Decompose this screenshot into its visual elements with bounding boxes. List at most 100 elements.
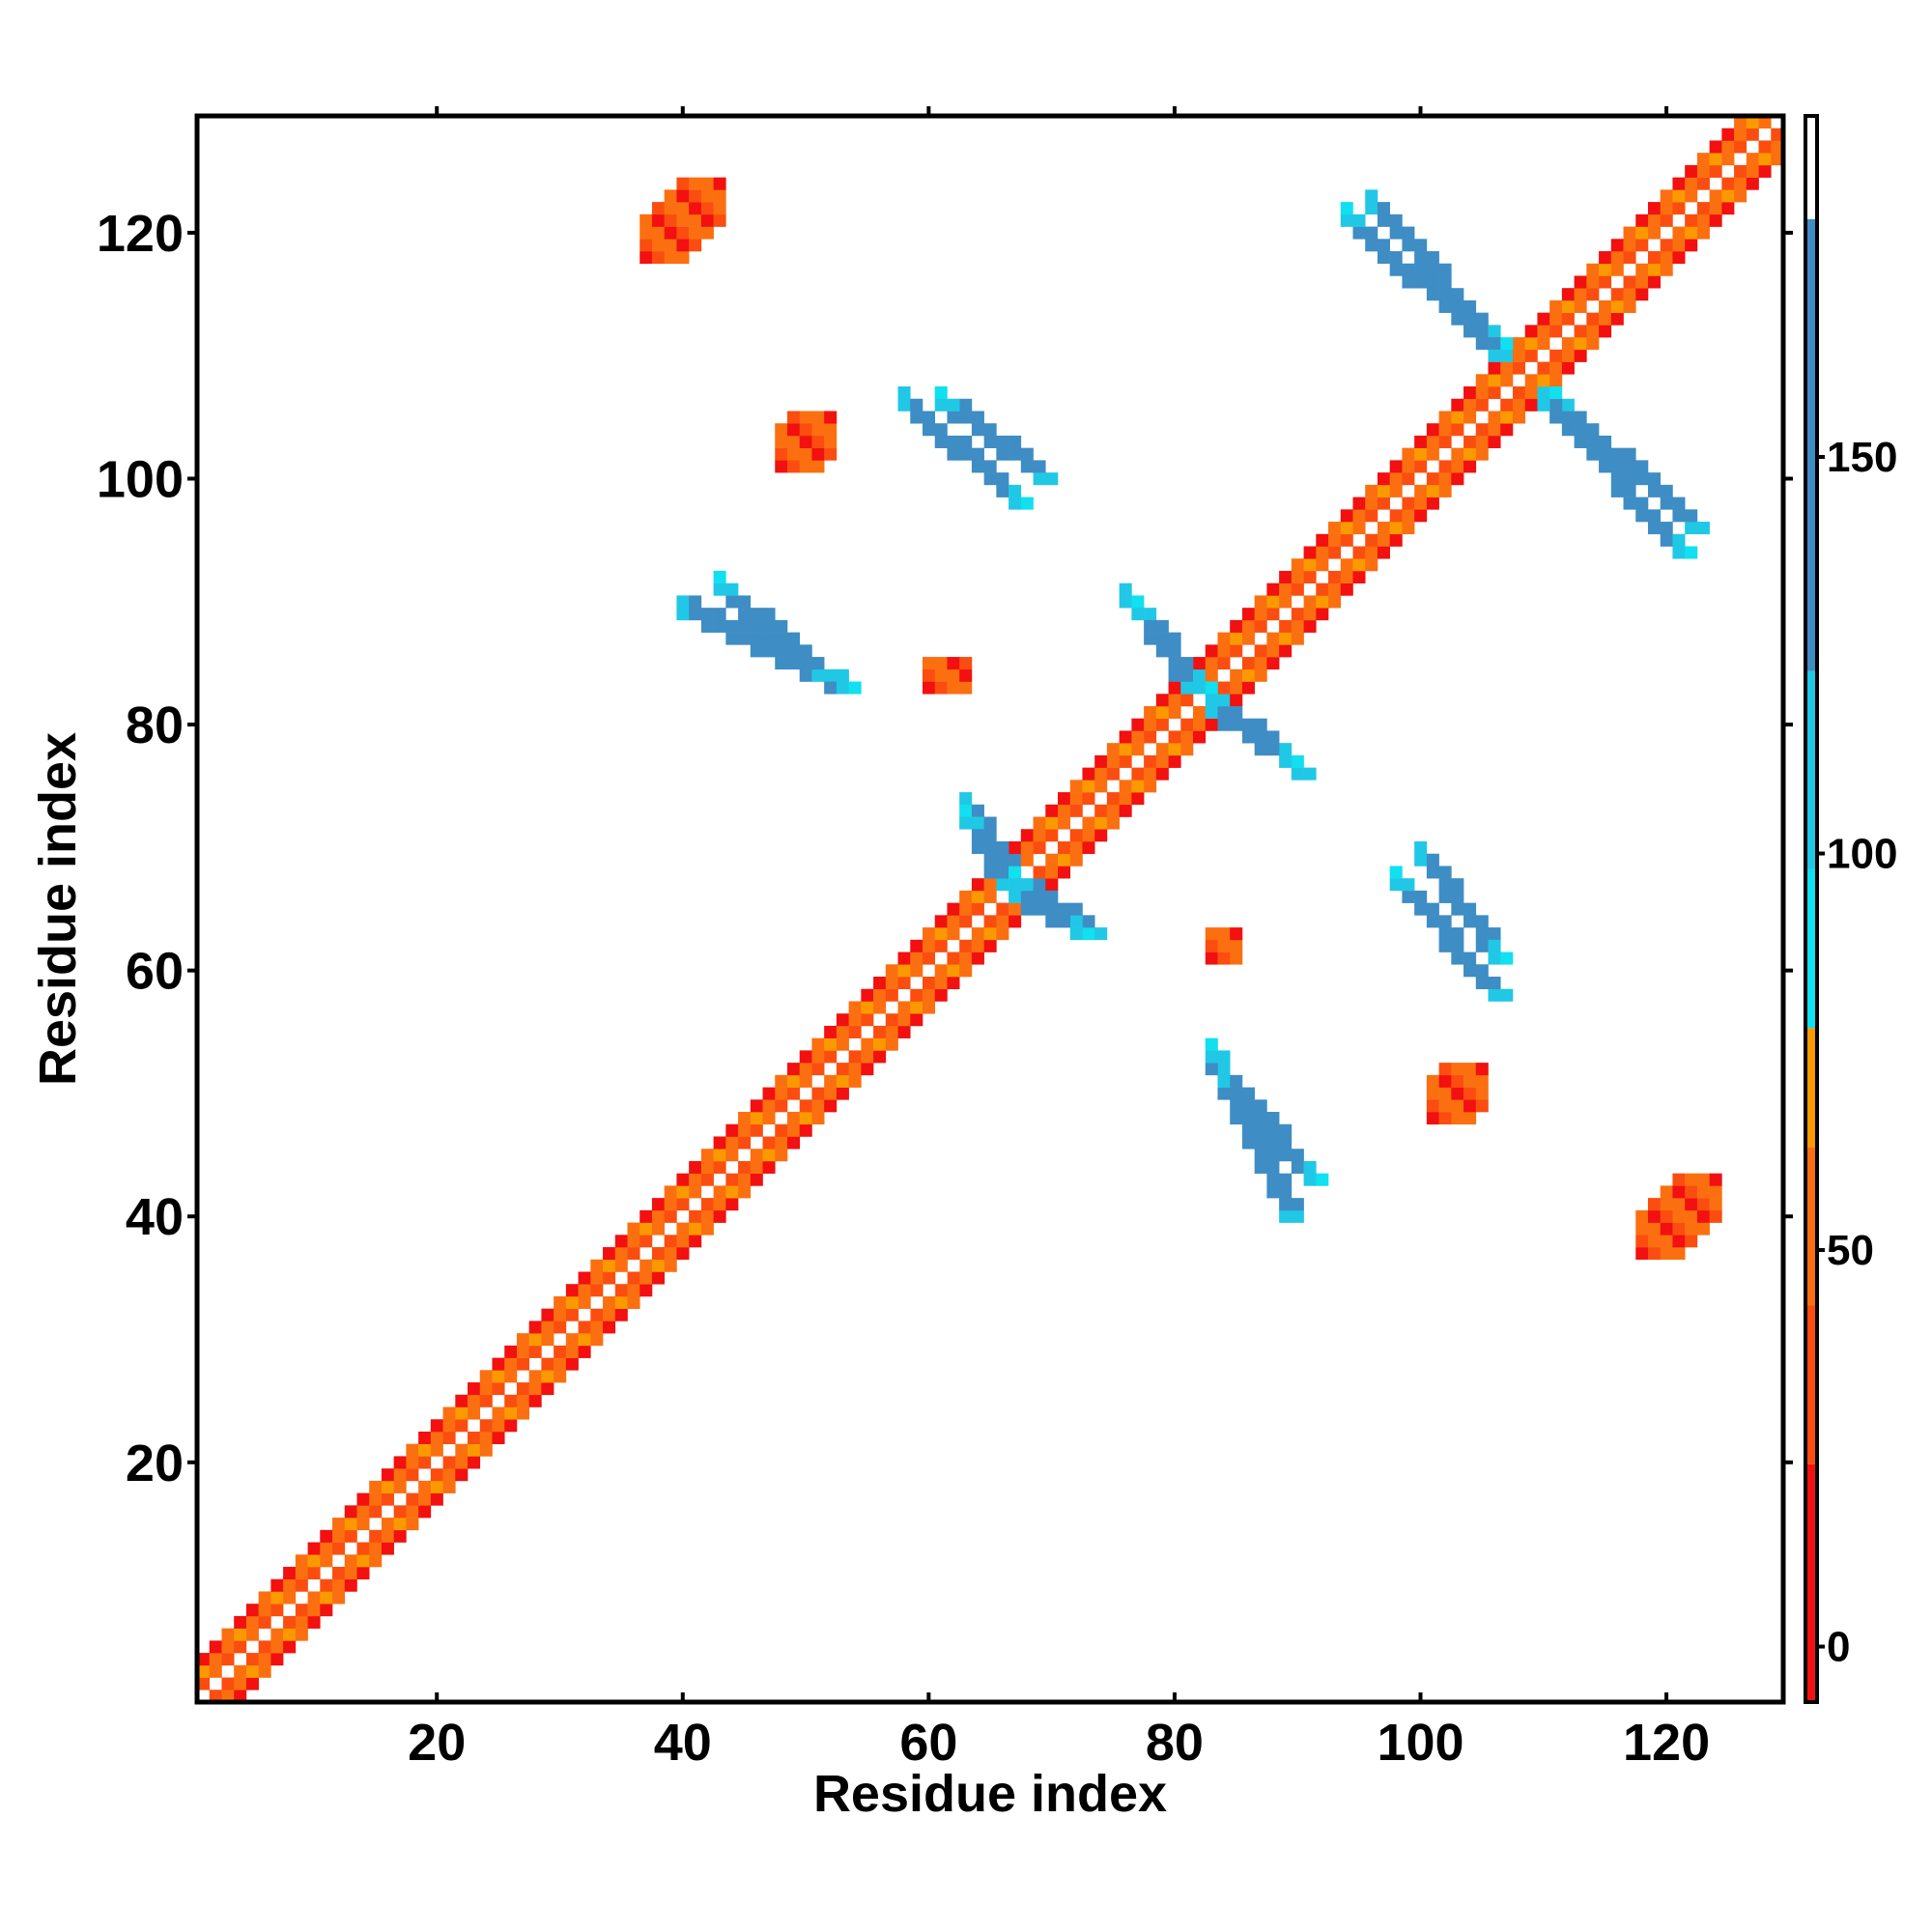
heatmap-cell bbox=[1524, 374, 1538, 387]
heatmap-cell bbox=[1647, 484, 1662, 497]
heatmap-cell bbox=[332, 1542, 346, 1555]
heatmap-cell bbox=[1524, 386, 1538, 400]
heatmap-cell bbox=[1561, 423, 1575, 437]
heatmap-cell bbox=[689, 189, 702, 203]
heatmap-cell bbox=[947, 977, 960, 990]
heatmap-cell bbox=[1672, 1247, 1686, 1261]
heatmap-cell bbox=[959, 890, 973, 903]
heatmap-cell bbox=[676, 1235, 690, 1248]
heatmap-cell bbox=[786, 435, 801, 448]
heatmap-cell bbox=[762, 1087, 776, 1100]
heatmap-cell bbox=[1241, 730, 1255, 744]
heatmap-cell bbox=[516, 1345, 529, 1358]
heatmap-cell bbox=[1328, 595, 1342, 609]
heatmap-cell bbox=[922, 681, 936, 695]
heatmap-cell bbox=[393, 1529, 407, 1543]
heatmap-cell bbox=[1045, 890, 1059, 903]
colorbar-bin bbox=[1805, 868, 1817, 1029]
heatmap-cell bbox=[713, 1198, 726, 1211]
heatmap-cell bbox=[786, 657, 801, 670]
heatmap-cell bbox=[504, 1370, 518, 1383]
heatmap-cell bbox=[1524, 349, 1538, 362]
heatmap-cell bbox=[738, 608, 752, 621]
heatmap-cell bbox=[738, 595, 752, 609]
heatmap-cell bbox=[1599, 447, 1612, 461]
heatmap-cell bbox=[1672, 1173, 1686, 1186]
heatmap-cell bbox=[1119, 743, 1132, 756]
heatmap-cell bbox=[1254, 1123, 1267, 1137]
heatmap-cell bbox=[639, 239, 653, 252]
heatmap-cell bbox=[947, 435, 960, 448]
heatmap-cell bbox=[1734, 177, 1747, 190]
heatmap-cell bbox=[1451, 398, 1464, 412]
heatmap-cell bbox=[1438, 299, 1452, 313]
heatmap-cell bbox=[1340, 509, 1353, 523]
heatmap-cell bbox=[1303, 608, 1317, 621]
heatmap-cell bbox=[971, 902, 984, 916]
heatmap-cell bbox=[1709, 213, 1722, 227]
heatmap-cell bbox=[1709, 202, 1722, 215]
heatmap-cell bbox=[786, 423, 801, 437]
heatmap-cell bbox=[738, 619, 752, 633]
heatmap-cell bbox=[1193, 730, 1207, 744]
heatmap-cell bbox=[418, 1492, 432, 1506]
heatmap-cell bbox=[1561, 349, 1575, 362]
heatmap-cell bbox=[1414, 239, 1428, 252]
heatmap-cell bbox=[700, 1198, 714, 1211]
heatmap-cell bbox=[1463, 964, 1477, 978]
heatmap-cell bbox=[468, 1394, 481, 1407]
heatmap-cell bbox=[418, 1480, 432, 1493]
heatmap-cell bbox=[1488, 939, 1501, 952]
heatmap-cell bbox=[1414, 263, 1428, 276]
heatmap-cell bbox=[1685, 1185, 1698, 1199]
heatmap-cell bbox=[1463, 398, 1477, 412]
heatmap-cell bbox=[1266, 1136, 1280, 1150]
heatmap-cell bbox=[528, 1345, 542, 1358]
heatmap-cell bbox=[1033, 866, 1046, 879]
heatmap-cell bbox=[565, 1284, 579, 1297]
heatmap-cell bbox=[258, 1653, 271, 1666]
heatmap-cell bbox=[344, 1566, 357, 1580]
heatmap-cell bbox=[1217, 1050, 1231, 1064]
heatmap-cell bbox=[1599, 312, 1612, 326]
heatmap-cell bbox=[934, 915, 948, 928]
heatmap-cell bbox=[1635, 1222, 1649, 1236]
heatmap-cell bbox=[1230, 927, 1243, 941]
y-tick-label: 40 bbox=[126, 1188, 184, 1246]
heatmap-cell bbox=[713, 177, 726, 190]
heatmap-cell bbox=[983, 435, 997, 448]
heatmap-cell bbox=[1230, 644, 1243, 658]
heatmap-cell bbox=[1033, 460, 1046, 473]
heatmap-cell bbox=[861, 1001, 874, 1014]
heatmap-cell bbox=[307, 1542, 321, 1555]
heatmap-cell bbox=[1721, 202, 1735, 215]
heatmap-cell bbox=[1094, 927, 1108, 941]
heatmap-cell bbox=[1426, 1099, 1439, 1113]
heatmap-cell bbox=[700, 213, 714, 227]
heatmap-cell bbox=[934, 964, 948, 978]
heatmap-cell bbox=[1155, 743, 1169, 756]
heatmap-cell bbox=[283, 1566, 297, 1580]
heatmap-cell bbox=[1377, 546, 1390, 559]
heatmap-cell bbox=[639, 1209, 653, 1223]
heatmap-cell bbox=[713, 1185, 726, 1199]
heatmap-cell bbox=[1045, 829, 1059, 842]
heatmap-cell bbox=[1561, 312, 1575, 326]
heatmap-cell bbox=[283, 1628, 297, 1641]
heatmap-cell bbox=[1672, 177, 1686, 190]
heatmap-cell bbox=[811, 1037, 825, 1051]
heatmap-cell bbox=[861, 988, 874, 1002]
heatmap-cell bbox=[786, 1123, 801, 1137]
heatmap-cell bbox=[1647, 1235, 1662, 1248]
heatmap-cell bbox=[1106, 754, 1120, 768]
heatmap-cell bbox=[1254, 718, 1267, 731]
heatmap-cell bbox=[1230, 1099, 1243, 1113]
heatmap-cell bbox=[197, 1677, 211, 1690]
heatmap-cell bbox=[479, 1431, 493, 1444]
heatmap-cell bbox=[369, 1492, 383, 1506]
heatmap-cell bbox=[516, 1357, 529, 1371]
heatmap-cell bbox=[1647, 1247, 1662, 1261]
heatmap-cell bbox=[1734, 116, 1747, 129]
heatmap-cell bbox=[1672, 1198, 1686, 1211]
heatmap-cell bbox=[1647, 202, 1662, 215]
